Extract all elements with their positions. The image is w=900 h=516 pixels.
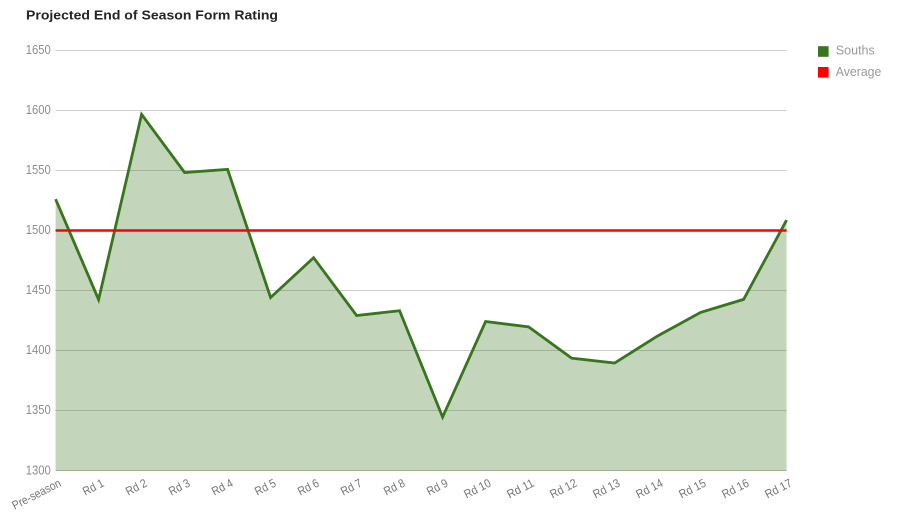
svg-text:1500: 1500 [26,222,51,237]
svg-text:1350: 1350 [26,402,51,417]
svg-text:1300: 1300 [26,462,51,477]
svg-text:1400: 1400 [26,342,51,357]
svg-text:Projected End of Season Form R: Projected End of Season Form Rating [26,8,278,23]
svg-text:1600: 1600 [26,102,51,117]
svg-text:1550: 1550 [26,162,51,177]
svg-text:Average: Average [836,64,882,79]
svg-text:1650: 1650 [26,42,51,57]
svg-text:Souths: Souths [836,42,875,57]
svg-text:1450: 1450 [26,282,51,297]
